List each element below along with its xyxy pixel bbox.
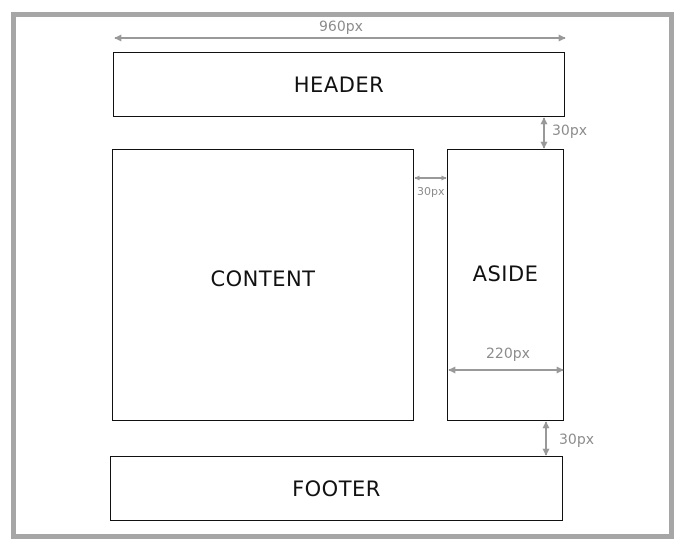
total-width-label: 960px — [319, 19, 363, 35]
content-block: CONTENT — [112, 149, 414, 421]
gap-content-aside-label: 30px — [417, 185, 445, 198]
header-label: HEADER — [293, 72, 385, 97]
footer-block: FOOTER — [110, 456, 563, 521]
aside-label: ASIDE — [472, 262, 539, 286]
header-block: HEADER — [113, 52, 565, 117]
gap-aside-footer-label: 30px — [559, 432, 594, 448]
content-label: CONTENT — [210, 267, 316, 291]
aside-block: ASIDE — [447, 149, 564, 421]
footer-label: FOOTER — [292, 476, 381, 501]
gap-header-aside-label: 30px — [552, 123, 587, 139]
aside-width-label: 220px — [486, 346, 530, 362]
